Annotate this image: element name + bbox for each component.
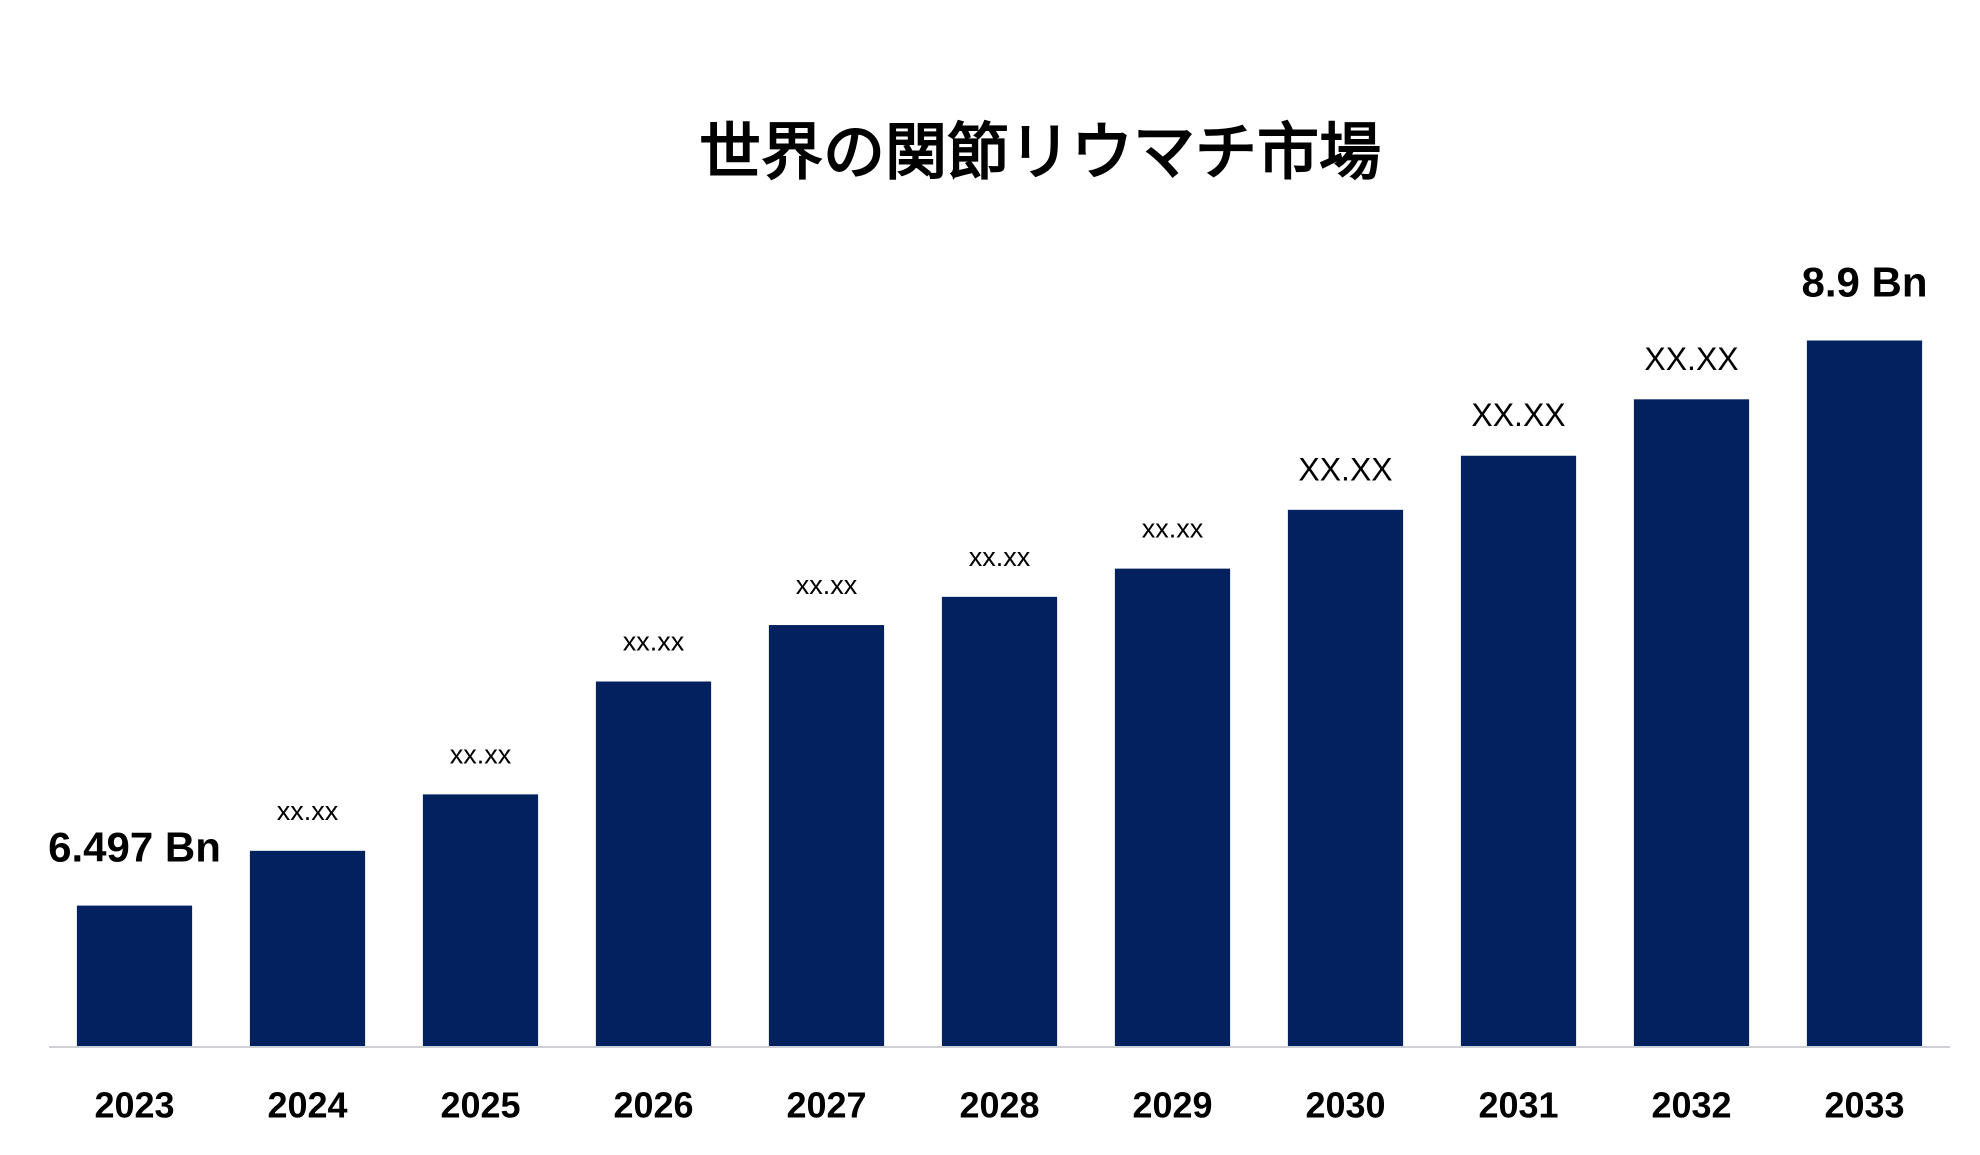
x-tick-label: 2030 bbox=[1305, 1085, 1385, 1126]
x-tick-label: 2025 bbox=[440, 1085, 520, 1126]
value-label: XX.XX bbox=[1471, 397, 1565, 433]
value-label: xx.xx bbox=[796, 570, 858, 600]
bar bbox=[1806, 340, 1923, 1047]
bar bbox=[1460, 455, 1577, 1047]
x-tick-label: 2028 bbox=[959, 1085, 1039, 1126]
value-label: XX.XX bbox=[1298, 451, 1392, 487]
value-label: xx.xx bbox=[277, 796, 339, 826]
chart-title: 世界の関節リウマチ市場 bbox=[699, 118, 1381, 187]
bar bbox=[249, 850, 366, 1046]
bar bbox=[1633, 399, 1750, 1046]
value-label: XX.XX bbox=[1644, 341, 1738, 377]
x-tick-label: 2032 bbox=[1651, 1085, 1731, 1126]
value-label: 6.497 Bn bbox=[48, 824, 221, 871]
x-tick-label: 2026 bbox=[613, 1085, 693, 1126]
x-tick-label: 2029 bbox=[1132, 1085, 1212, 1126]
x-tick-label: 2031 bbox=[1478, 1085, 1558, 1126]
bar bbox=[1114, 568, 1231, 1046]
value-label: xx.xx bbox=[1142, 514, 1204, 544]
value-label: 8.9 Bn bbox=[1801, 259, 1927, 306]
bar bbox=[1287, 509, 1404, 1046]
bar bbox=[768, 625, 885, 1046]
x-tick-label: 2023 bbox=[94, 1085, 174, 1126]
value-label: xx.xx bbox=[969, 542, 1031, 572]
bar bbox=[76, 905, 193, 1046]
x-tick-label: 2024 bbox=[267, 1085, 347, 1126]
bar bbox=[595, 681, 712, 1046]
value-label: xx.xx bbox=[450, 740, 512, 770]
value-label: xx.xx bbox=[623, 627, 685, 657]
x-tick-label: 2027 bbox=[786, 1085, 866, 1126]
x-tick-label: 2033 bbox=[1824, 1085, 1904, 1126]
bar bbox=[941, 596, 1058, 1046]
bar bbox=[422, 794, 539, 1046]
